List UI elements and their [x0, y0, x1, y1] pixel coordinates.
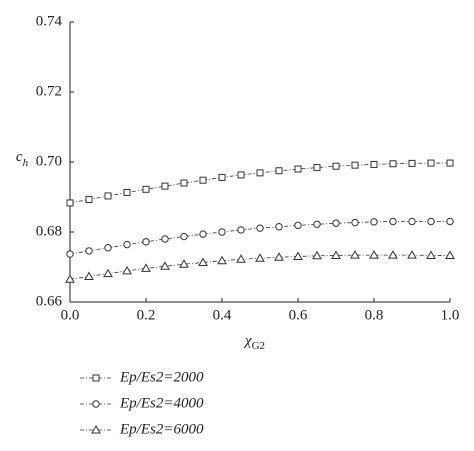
marker	[123, 188, 131, 196]
marker	[275, 167, 283, 175]
marker	[427, 217, 435, 226]
marker	[294, 165, 302, 173]
marker	[407, 250, 417, 259]
marker	[370, 218, 378, 226]
marker	[122, 265, 132, 275]
marker	[331, 250, 341, 259]
marker	[66, 250, 74, 258]
y-axis-label: ch	[16, 149, 29, 168]
marker	[275, 223, 283, 231]
marker	[85, 195, 93, 203]
marker	[408, 217, 416, 226]
series-line	[69, 162, 450, 204]
x-tick-label: 1.0	[441, 307, 460, 323]
y-tick-label: 0.70	[36, 153, 62, 169]
marker	[446, 159, 454, 167]
marker	[255, 253, 265, 262]
marker	[332, 162, 340, 170]
marker	[160, 261, 170, 270]
legend-marker	[92, 374, 100, 382]
marker	[66, 199, 74, 207]
marker	[65, 274, 75, 283]
x-tick-label: 0.2	[137, 307, 156, 323]
x-tick-label: 0.8	[365, 307, 384, 323]
y-tick-label: 0.72	[36, 83, 62, 99]
marker	[236, 254, 246, 263]
marker	[142, 238, 150, 246]
marker	[388, 250, 398, 259]
marker	[370, 160, 378, 168]
marker	[84, 271, 94, 280]
x-tick-label: 0.6	[289, 307, 308, 323]
marker	[218, 228, 226, 236]
marker	[123, 240, 131, 249]
marker	[142, 185, 150, 193]
y-tick-label: 0.66	[36, 293, 63, 309]
marker	[389, 160, 397, 168]
x-axis-label: χG2	[243, 333, 265, 351]
marker	[199, 230, 207, 238]
x-tick-label: 0.0	[61, 307, 80, 323]
legend-label: Ep/Es2=6000	[119, 421, 204, 437]
marker	[445, 250, 455, 259]
marker	[332, 219, 340, 227]
marker	[217, 255, 227, 265]
x-label-base: χ	[243, 333, 252, 349]
x-tick-label: 0.4	[213, 307, 232, 323]
marker	[313, 164, 321, 172]
marker	[256, 224, 264, 232]
legend-label: Ep/Es2=2000	[119, 369, 204, 385]
marker	[180, 179, 188, 187]
legend-label: Ep/Es2=4000	[119, 395, 204, 411]
legend-marker	[92, 400, 100, 408]
marker	[180, 232, 188, 241]
marker	[389, 217, 397, 226]
marker	[218, 173, 226, 181]
marker	[161, 235, 169, 243]
y-tick-label: 0.74	[36, 13, 63, 29]
y-tick-label: 0.68	[36, 223, 62, 239]
marker	[237, 226, 245, 234]
marker	[350, 250, 360, 259]
marker	[446, 217, 454, 226]
marker	[427, 159, 435, 167]
marker	[408, 159, 416, 167]
marker	[141, 263, 151, 272]
y-label-base: c	[16, 149, 23, 165]
marker	[199, 176, 207, 184]
x-label-sub: G2	[252, 340, 265, 352]
marker	[294, 221, 302, 230]
marker	[293, 251, 303, 260]
marker	[369, 250, 379, 259]
marker	[351, 218, 359, 227]
marker	[85, 247, 93, 255]
marker	[313, 220, 321, 229]
y-label-sub: h	[23, 157, 29, 169]
marker	[237, 171, 245, 179]
marker	[161, 182, 169, 190]
marker	[104, 244, 112, 252]
marker	[274, 252, 284, 261]
marker	[256, 169, 264, 177]
marker	[198, 257, 208, 266]
marker	[312, 250, 322, 260]
marker	[351, 161, 359, 169]
marker	[103, 268, 113, 278]
marker	[104, 192, 112, 200]
marker	[179, 259, 189, 268]
legend-marker	[91, 424, 101, 434]
marker	[426, 250, 436, 259]
